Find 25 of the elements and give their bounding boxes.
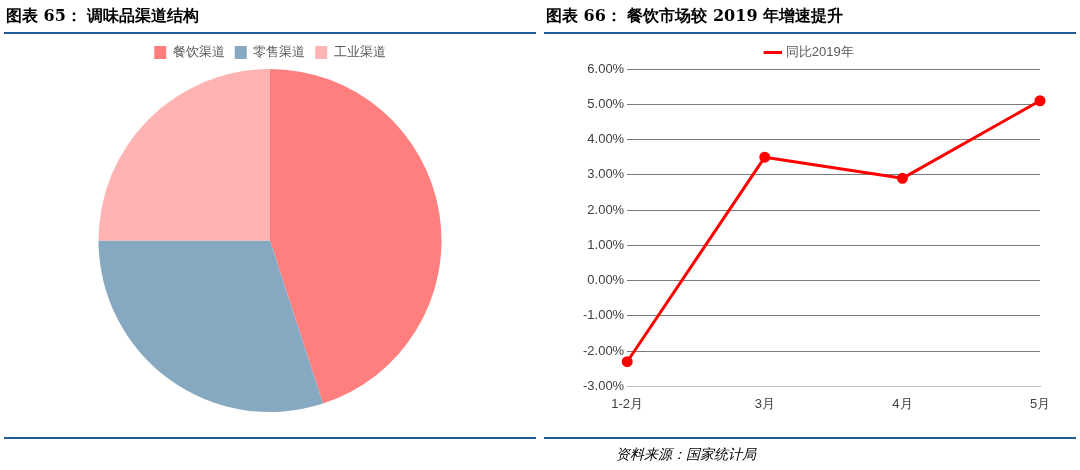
y-tick-label: 6.00% bbox=[587, 60, 625, 76]
y-tick-label: 5.00% bbox=[587, 95, 625, 111]
legend-label: 餐饮渠道 bbox=[172, 44, 225, 60]
x-tick-label: 1-2月 bbox=[611, 395, 644, 411]
x-tick-label: 5月 bbox=[1029, 395, 1051, 411]
y-tick-label: 1.00% bbox=[587, 236, 625, 252]
point bbox=[759, 151, 771, 163]
chart-title: 图表 66： 餐饮市场较 2019 年增速提升 bbox=[546, 6, 844, 27]
point bbox=[896, 172, 908, 184]
x-tick-label: 3月 bbox=[754, 395, 775, 411]
y-tick-label: -3.00% bbox=[582, 377, 625, 393]
legend-label: 工业渠道 bbox=[333, 44, 386, 60]
y-tick-label: 2.00% bbox=[587, 201, 625, 217]
y-tick-label: 0.00% bbox=[587, 272, 625, 288]
text: 资料来源：国家统计局 bbox=[616, 446, 756, 464]
point bbox=[621, 356, 633, 368]
y-tick-label: -1.00% bbox=[582, 307, 625, 323]
y-tick-label: 4.00% bbox=[587, 131, 625, 147]
y-tick-label: -2.00% bbox=[582, 342, 625, 358]
point bbox=[1034, 95, 1046, 107]
x-tick-label: 4月 bbox=[892, 395, 913, 411]
y-tick-label: 3.00% bbox=[587, 166, 625, 182]
legend-label: 零售渠道 bbox=[253, 44, 306, 60]
chart-title: 图表 65： 调味品渠道结构 bbox=[6, 6, 200, 27]
legend-label: 同比2019年 bbox=[785, 44, 854, 60]
